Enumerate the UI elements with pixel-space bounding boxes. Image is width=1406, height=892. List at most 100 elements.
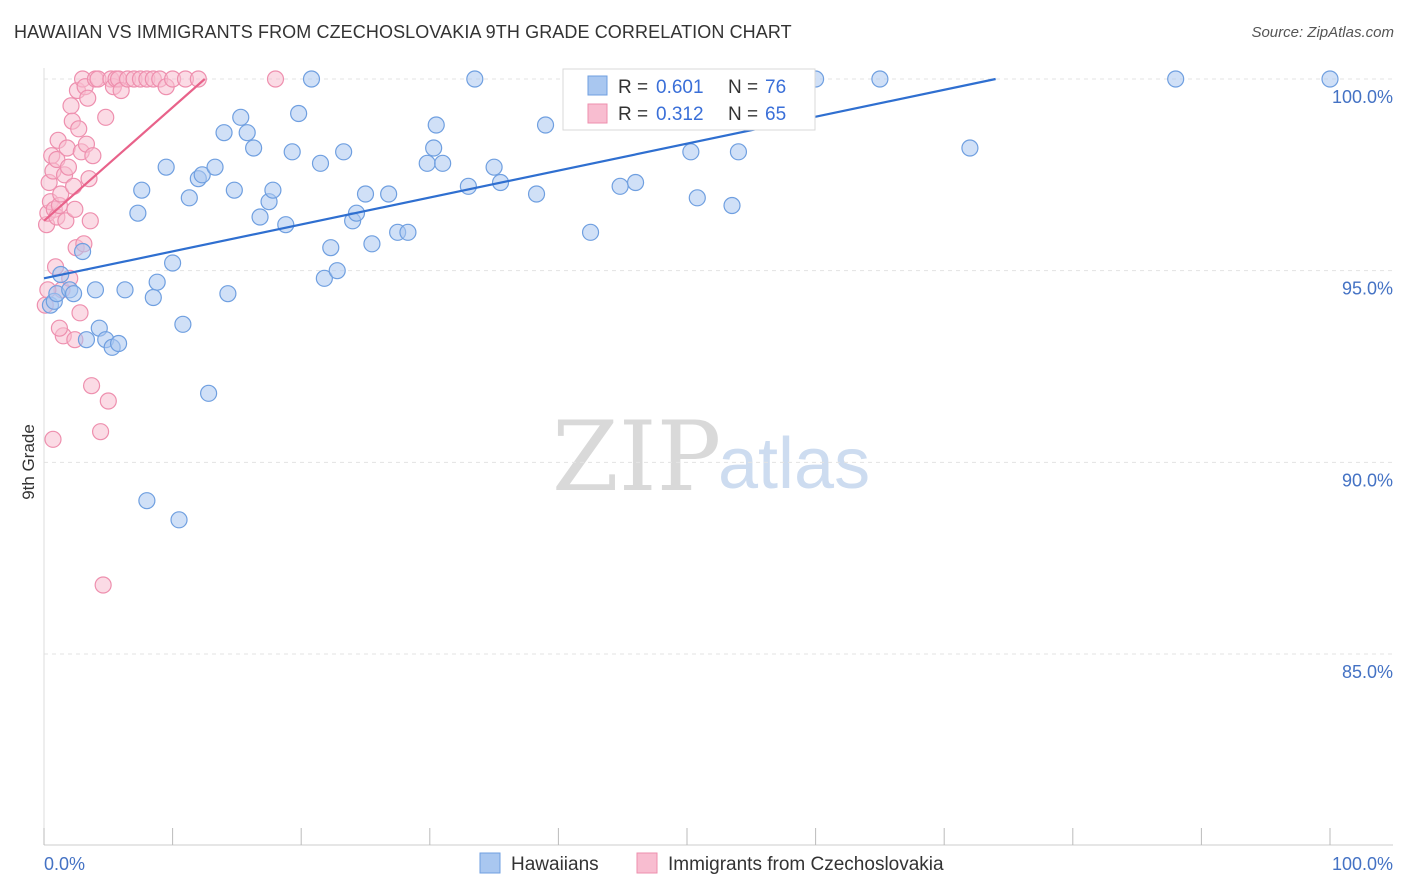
stats-n-label-2: N =: [728, 104, 758, 125]
czechoslovakia-point-44: [99, 392, 117, 410]
czechoslovakia-point-21: [62, 97, 80, 115]
stats-r-label-1: R =: [618, 77, 648, 98]
czechoslovakia-point-18: [58, 139, 76, 157]
hawaiians-point-50: [380, 185, 398, 203]
hawaiians-point-28: [215, 124, 233, 142]
czechoslovakia-point-24: [66, 200, 84, 218]
hawaiians-point-43: [322, 239, 340, 257]
hawaiians-point-41: [311, 154, 330, 172]
hawaiians-point-32: [238, 124, 256, 142]
y-axis-label: 9th Grade: [19, 424, 38, 500]
czechoslovakia-point-23: [64, 177, 83, 195]
hawaiians-point-72: [871, 70, 889, 88]
hawaiians-point-67: [682, 143, 700, 161]
stats-r-label-2: R =: [618, 104, 648, 125]
chart-title: HAWAIIAN VS IMMIGRANTS FROM CZECHOSLOVAK…: [14, 22, 792, 42]
hawaiians-point-48: [356, 185, 375, 203]
hawaiians-point-64: [611, 177, 629, 195]
hawaiians-point-38: [283, 143, 301, 161]
hawaiians-point-73: [961, 139, 979, 157]
czechoslovakia-point-38: [84, 147, 102, 165]
hawaiians-point-74: [1167, 70, 1185, 88]
hawaiians-point-6: [73, 242, 92, 261]
stats-n-value-1: 76: [765, 77, 786, 98]
stats-r-value-1: 0.601: [656, 77, 704, 98]
hawaiians-point-14: [129, 204, 147, 222]
hawaiians-point-23: [180, 189, 198, 207]
stats-n-value-2: 65: [765, 104, 786, 125]
hawaiians-point-18: [148, 273, 166, 291]
stats-legend-swatch-pink: [587, 103, 608, 124]
czechoslovakia-point-43: [97, 108, 115, 126]
hawaiians-point-30: [225, 181, 243, 199]
trend-line-hawaiians: [43, 77, 996, 280]
series-czechoslovakia-points: [36, 70, 285, 594]
czechoslovakia-point-28: [71, 304, 89, 322]
czechoslovakia-point-64: [266, 70, 285, 88]
hawaiians-point-12: [109, 334, 128, 353]
stats-r-value-2: 0.312: [656, 104, 704, 125]
trend-lines: [43, 77, 996, 280]
hawaiians-point-53: [418, 154, 436, 172]
czechoslovakia-point-17: [57, 212, 75, 230]
czechoslovakia-point-59: [189, 70, 207, 88]
hawaiians-point-20: [164, 254, 182, 272]
hawaiians-point-34: [251, 208, 269, 226]
legend-swatch-hawaiians: [479, 852, 501, 874]
hawaiians-point-36: [264, 181, 282, 199]
czechoslovakia-point-41: [91, 423, 110, 441]
hawaiians-point-27: [206, 158, 224, 176]
czechoslovakia-point-34: [79, 89, 97, 107]
hawaiians-point-26: [200, 384, 218, 402]
hawaiians-point-58: [466, 70, 484, 88]
hawaiians-point-63: [581, 223, 600, 241]
hawaiians-point-5: [64, 285, 83, 303]
czechoslovakia-point-13: [52, 185, 70, 203]
czechoslovakia-point-35: [80, 170, 98, 188]
hawaiians-point-55: [427, 116, 445, 134]
hawaiians-point-59: [485, 158, 503, 176]
czechoslovakia-point-63: [44, 430, 62, 448]
x-tick-label-min: 0.0%: [44, 854, 85, 874]
hawaiians-point-54: [425, 139, 443, 157]
czechoslovakia-point-42: [94, 576, 112, 594]
czechoslovakia-point-19: [59, 158, 78, 176]
hawaiians-point-7: [77, 331, 96, 349]
hawaiians-point-75: [1321, 70, 1339, 88]
hawaiians-point-45: [335, 143, 353, 161]
x-ticks: [43, 828, 1331, 845]
czechoslovakia-point-61: [50, 319, 69, 337]
y-tick-labels: 100.0% 95.0% 90.0% 85.0%: [1332, 87, 1393, 682]
hawaiians-point-65: [626, 173, 645, 192]
hawaiians-point-17: [144, 288, 162, 307]
y-tick-label-2: 90.0%: [1342, 470, 1393, 490]
hawaiians-point-15: [133, 181, 151, 199]
hawaiians-point-44: [328, 262, 346, 280]
hawaiians-point-57: [459, 177, 477, 195]
hawaiians-point-49: [363, 235, 381, 253]
hawaiians-point-42: [315, 269, 333, 287]
hawaiians-point-68: [688, 189, 706, 207]
czechoslovakia-point-37: [82, 377, 101, 395]
stats-legend-swatch-blue: [587, 75, 608, 96]
bottom-legend: Hawaiians Immigrants from Czechoslovakia: [479, 852, 944, 875]
hawaiians-point-8: [86, 281, 105, 299]
legend-label-czechoslovakia: Immigrants from Czechoslovakia: [668, 854, 944, 875]
hawaiians-point-21: [170, 511, 188, 529]
hawaiians-point-37: [277, 216, 295, 234]
hawaiians-point-16: [138, 492, 156, 510]
hawaiians-point-31: [232, 108, 250, 126]
hawaiians-point-40: [302, 70, 321, 88]
hawaiians-point-33: [245, 139, 263, 157]
x-tick-label-max: 100.0%: [1332, 854, 1393, 874]
stats-n-label-1: N =: [728, 77, 758, 98]
czechoslovakia-point-27: [70, 120, 88, 138]
hawaiians-point-69: [723, 196, 741, 215]
hawaiians-point-70: [729, 143, 748, 161]
y-tick-label-3: 85.0%: [1342, 662, 1393, 682]
stats-legend: R = 0.601 N = 76 R = 0.312 N = 65: [562, 68, 816, 131]
hawaiians-point-62: [536, 116, 555, 134]
hawaiians-point-61: [527, 185, 546, 203]
legend-label-hawaiians: Hawaiians: [511, 854, 599, 875]
